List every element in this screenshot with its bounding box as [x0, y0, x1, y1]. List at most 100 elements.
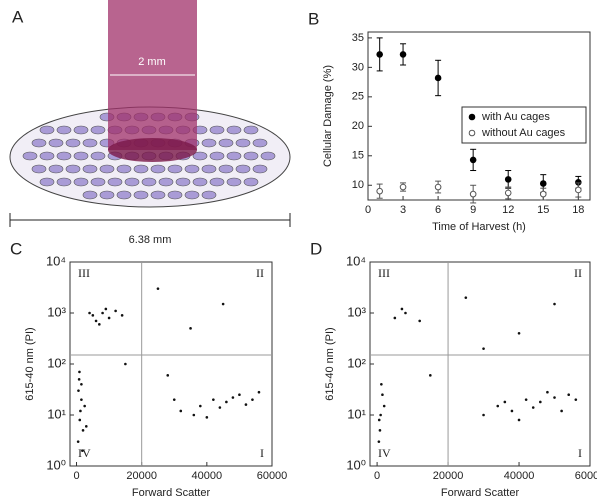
event — [77, 389, 80, 392]
x-tick-label: 20000 — [126, 470, 157, 482]
x-axis-label: Forward Scatter — [441, 487, 520, 499]
panel-label: C — [10, 239, 22, 258]
point — [376, 187, 383, 195]
y-axis-label: 615-40 nm (PI) — [324, 327, 336, 400]
event — [79, 409, 82, 413]
event — [400, 307, 404, 311]
event — [244, 403, 248, 406]
event — [192, 413, 196, 417]
event — [546, 390, 549, 394]
cell — [65, 164, 81, 174]
cell — [192, 177, 208, 187]
plot-frame — [369, 261, 591, 467]
x-tick-label: 18 — [572, 204, 584, 216]
x-tick-label: 60000 — [575, 470, 597, 482]
event — [378, 429, 382, 432]
cell — [150, 190, 166, 200]
event — [80, 382, 83, 386]
cell — [150, 164, 166, 174]
point — [399, 51, 407, 58]
cell — [201, 164, 217, 174]
cell — [31, 138, 47, 148]
event — [76, 440, 80, 443]
point — [539, 190, 547, 198]
cell — [90, 125, 106, 135]
event — [78, 418, 82, 422]
event — [381, 393, 384, 397]
cell — [116, 190, 132, 200]
cell — [243, 177, 259, 187]
event — [166, 374, 170, 377]
event — [377, 440, 381, 443]
event — [429, 374, 432, 377]
cell — [260, 151, 276, 161]
cell — [141, 177, 157, 187]
cell — [48, 138, 64, 148]
x-tick-label: 6 — [435, 204, 441, 216]
y-axis-label: Cellular Damage (%) — [322, 65, 334, 167]
cell — [201, 138, 217, 148]
event — [218, 406, 222, 409]
event — [553, 396, 556, 399]
x-axis-label: Forward Scatter — [132, 487, 211, 499]
x-tick-label: 40000 — [504, 470, 535, 482]
event — [80, 398, 83, 401]
point — [504, 189, 512, 197]
quadrant-label: III — [378, 266, 390, 280]
panel-label: A — [12, 7, 24, 26]
cell — [82, 190, 98, 200]
cell — [158, 177, 174, 187]
event — [81, 429, 85, 432]
beam-width: 2 mm — [138, 56, 166, 68]
point — [469, 156, 477, 164]
event — [404, 311, 407, 315]
cell — [243, 151, 259, 161]
event — [88, 311, 91, 315]
event — [101, 311, 104, 315]
event — [231, 396, 235, 399]
cell — [209, 125, 225, 135]
y-tick-label: 10³ — [47, 304, 66, 319]
cell — [90, 177, 106, 187]
y-tick-label: 30 — [352, 61, 364, 73]
cell — [73, 177, 89, 187]
cell — [184, 190, 200, 200]
event — [553, 302, 556, 306]
cell — [39, 125, 55, 135]
quadrant-label: III — [78, 266, 90, 280]
x-tick-label: 15 — [537, 204, 549, 216]
cell — [107, 177, 123, 187]
cell — [175, 177, 191, 187]
y-tick-label: 15 — [352, 150, 364, 162]
cell — [82, 138, 98, 148]
cell — [243, 125, 259, 135]
cell — [235, 164, 251, 174]
cell — [99, 164, 115, 174]
y-tick-label: 10² — [347, 355, 366, 370]
event — [83, 404, 86, 408]
quadrant-label: IV — [378, 446, 391, 460]
event — [225, 400, 228, 404]
x-tick-label: 60000 — [257, 470, 288, 482]
legend-box — [461, 106, 587, 144]
event — [84, 425, 88, 428]
event — [380, 382, 383, 386]
legend-label: without Au cages — [481, 127, 566, 139]
y-tick-label: 25 — [352, 91, 364, 103]
y-tick-label: 10⁴ — [46, 253, 66, 268]
event — [221, 302, 225, 306]
x-tick-label: 0 — [73, 470, 79, 482]
cell — [124, 177, 140, 187]
y-tick-label: 10⁰ — [46, 457, 66, 472]
event — [560, 409, 563, 413]
event — [539, 400, 542, 404]
event — [205, 416, 209, 419]
quadrant-label: IV — [78, 446, 91, 460]
event — [496, 404, 500, 408]
x-tick-label: 40000 — [192, 470, 223, 482]
x-tick-label: 0 — [365, 204, 371, 216]
event — [251, 398, 254, 401]
event — [567, 393, 571, 397]
cell — [39, 151, 55, 161]
event — [78, 370, 81, 374]
